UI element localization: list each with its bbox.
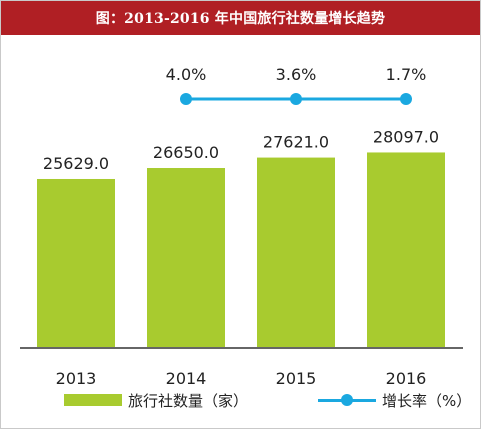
legend-bar-label: 旅行社数量（家） bbox=[128, 391, 249, 410]
chart-legend: 旅行社数量（家） 增长率（%） bbox=[0, 388, 481, 412]
growth-rate-label-2016: 1.7% bbox=[386, 65, 427, 84]
x-tick-label-2014: 2014 bbox=[166, 369, 207, 388]
growth-rate-point-2014 bbox=[180, 93, 192, 105]
bar-2014 bbox=[147, 168, 225, 347]
chart-title: 图：2013-2016 年中国旅行社数量增长趋势 bbox=[1, 1, 480, 35]
growth-rate-label-2015: 3.6% bbox=[276, 65, 317, 84]
growth-rate-point-2015 bbox=[290, 93, 302, 105]
x-tick-label-2013: 2013 bbox=[56, 369, 97, 388]
legend-item-bar: 旅行社数量（家） bbox=[64, 388, 248, 412]
bar-value-label-2013: 25629.0 bbox=[43, 154, 109, 173]
x-tick-label-2015: 2015 bbox=[276, 369, 317, 388]
bar-2013 bbox=[37, 178, 115, 347]
growth-rate-label-2014: 4.0% bbox=[166, 65, 207, 84]
x-tick-label-2016: 2016 bbox=[386, 369, 427, 388]
bar-2016 bbox=[367, 152, 445, 347]
bar-value-label-2014: 26650.0 bbox=[153, 143, 219, 162]
bar-2015 bbox=[257, 157, 335, 347]
legend-line-label: 增长率（%） bbox=[382, 391, 472, 410]
bar-value-label-2015: 27621.0 bbox=[263, 133, 329, 152]
bar-value-label-2016: 28097.0 bbox=[373, 127, 439, 146]
legend-item-line: 增长率（%） bbox=[318, 388, 471, 412]
legend-line-swatch bbox=[318, 394, 376, 406]
growth-rate-point-2016 bbox=[400, 93, 412, 105]
legend-bar-swatch bbox=[64, 394, 122, 406]
